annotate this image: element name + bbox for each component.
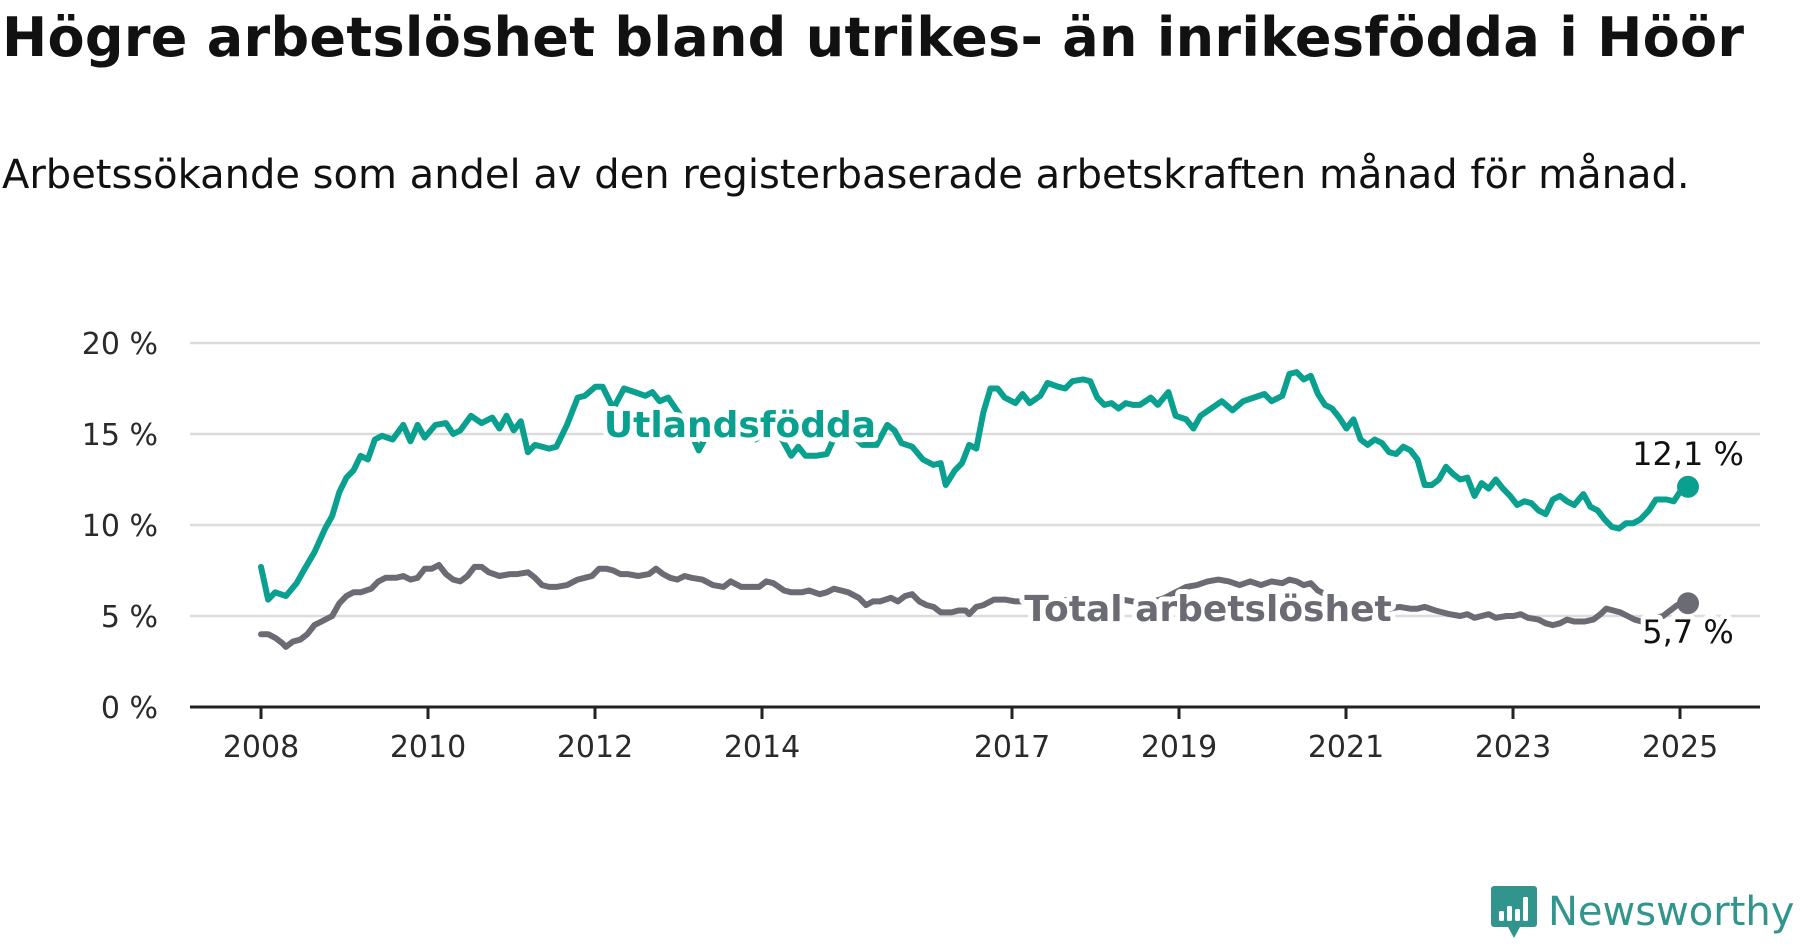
series-label-utlandsfodda: Utlandsfödda [604, 405, 876, 446]
y-tick-label: 0 % [101, 691, 158, 726]
end-label-utlandsfodda: 12,1 % [1632, 435, 1744, 473]
x-tick-label: 2010 [390, 730, 466, 765]
series-label-total-halo: Total arbetslöshet [1024, 589, 1392, 630]
brand-logo[interactable]: Newsworthy [1490, 884, 1794, 940]
x-tick-label: 2012 [557, 730, 633, 765]
chart-subtitle: Arbetssökande som andel av den registerb… [2, 152, 1690, 198]
x-tick-label: 2008 [223, 730, 299, 765]
chart-title: Högre arbetslöshet bland utrikes- än inr… [2, 6, 1745, 69]
series-line-utlandsfodda [258, 369, 1691, 603]
end-point-total [1677, 592, 1699, 615]
gridlines [190, 341, 1760, 618]
y-tick-label: 20 % [82, 327, 158, 362]
series-line-total [258, 562, 1691, 650]
series-label-utlandsfodda-halo: Utlandsfödda [604, 405, 876, 446]
series-lines [258, 369, 1699, 650]
x-tick-label: 2025 [1642, 730, 1718, 765]
end-label-total: 5,7 % [1642, 613, 1733, 651]
newsworthy-logo-icon [1491, 886, 1537, 938]
y-tick-label: 10 % [82, 509, 158, 544]
x-tick-label: 2017 [974, 730, 1050, 765]
x-tick-label: 2023 [1475, 730, 1551, 765]
y-tick-label: 5 % [101, 600, 158, 635]
end-label-utlandsfodda-halo: 12,1 % [1632, 435, 1744, 473]
y-tick-label: 15 % [82, 418, 158, 453]
brand-name: Newsworthy [1548, 889, 1795, 935]
x-tick-label: 2021 [1308, 730, 1384, 765]
series-label-total: Total arbetslöshet [1024, 589, 1392, 630]
x-tick-label: 2014 [724, 730, 800, 765]
y-axis: 0 % 5 % 10 % 15 % 20 % [82, 327, 158, 726]
end-label-total-halo: 5,7 % [1642, 613, 1733, 651]
x-tick-label: 2019 [1141, 730, 1217, 765]
x-axis: 2008 2010 2012 2014 2017 2019 2021 2023 2025 [190, 705, 1760, 765]
end-point-utlandsfodda [1677, 475, 1699, 498]
